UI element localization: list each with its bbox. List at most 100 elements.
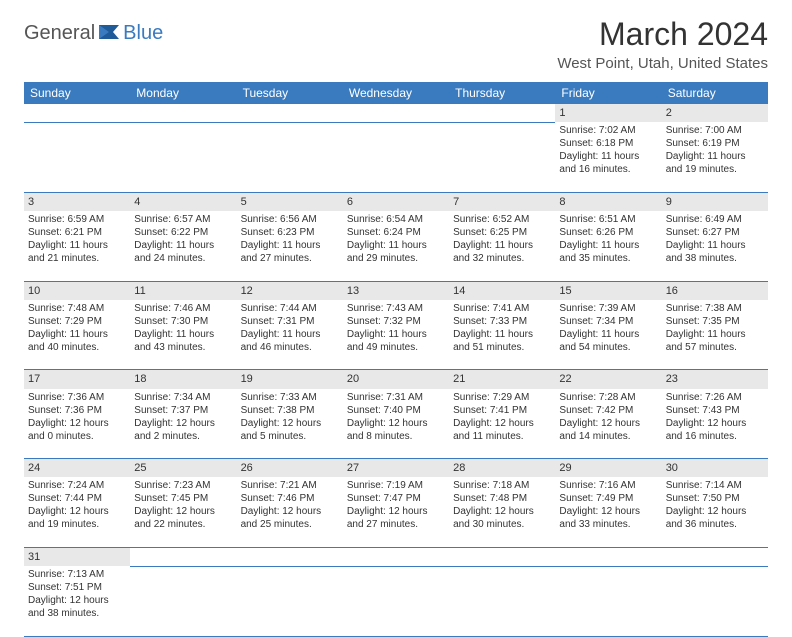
daylight-text: and 11 minutes. xyxy=(453,430,551,443)
daylight-text: and 5 minutes. xyxy=(241,430,339,443)
day-number-row: 12 xyxy=(24,104,768,122)
sunrise-text: Sunrise: 7:24 AM xyxy=(28,479,126,492)
sunrise-text: Sunrise: 7:43 AM xyxy=(347,302,445,315)
day-cell xyxy=(449,566,555,636)
daylight-text: and 49 minutes. xyxy=(347,341,445,354)
day-number-cell: 18 xyxy=(130,370,236,389)
sunset-text: Sunset: 7:42 PM xyxy=(559,404,657,417)
daylight-text: and 33 minutes. xyxy=(559,518,657,531)
sunset-text: Sunset: 6:24 PM xyxy=(347,226,445,239)
day-number-cell: 23 xyxy=(662,370,768,389)
day-number-cell: 31 xyxy=(24,547,130,566)
weekday-header: Wednesday xyxy=(343,82,449,104)
day-cell: Sunrise: 7:18 AMSunset: 7:48 PMDaylight:… xyxy=(449,477,555,547)
daylight-text: and 29 minutes. xyxy=(347,252,445,265)
daylight-text: Daylight: 12 hours xyxy=(453,505,551,518)
day-cell: Sunrise: 6:52 AMSunset: 6:25 PMDaylight:… xyxy=(449,211,555,281)
daylight-text: Daylight: 12 hours xyxy=(559,505,657,518)
day-number-cell xyxy=(343,547,449,566)
sunrise-text: Sunrise: 7:13 AM xyxy=(28,568,126,581)
day-cell: Sunrise: 7:33 AMSunset: 7:38 PMDaylight:… xyxy=(237,389,343,459)
daylight-text: Daylight: 11 hours xyxy=(347,239,445,252)
sunrise-text: Sunrise: 6:59 AM xyxy=(28,213,126,226)
day-cell: Sunrise: 7:46 AMSunset: 7:30 PMDaylight:… xyxy=(130,300,236,370)
sunrise-text: Sunrise: 7:18 AM xyxy=(453,479,551,492)
day-number-cell: 14 xyxy=(449,281,555,300)
sunset-text: Sunset: 7:46 PM xyxy=(241,492,339,505)
day-cell: Sunrise: 7:16 AMSunset: 7:49 PMDaylight:… xyxy=(555,477,661,547)
daylight-text: Daylight: 11 hours xyxy=(453,328,551,341)
weekday-header: Monday xyxy=(130,82,236,104)
daylight-text: Daylight: 12 hours xyxy=(28,594,126,607)
daylight-text: and 24 minutes. xyxy=(134,252,232,265)
sunrise-text: Sunrise: 7:34 AM xyxy=(134,391,232,404)
daylight-text: Daylight: 12 hours xyxy=(241,417,339,430)
day-cell: Sunrise: 7:34 AMSunset: 7:37 PMDaylight:… xyxy=(130,389,236,459)
day-cell: Sunrise: 7:21 AMSunset: 7:46 PMDaylight:… xyxy=(237,477,343,547)
sunrise-text: Sunrise: 7:29 AM xyxy=(453,391,551,404)
day-number-cell: 13 xyxy=(343,281,449,300)
daylight-text: Daylight: 11 hours xyxy=(559,150,657,163)
calendar-table: SundayMondayTuesdayWednesdayThursdayFrid… xyxy=(24,82,768,637)
day-cell: Sunrise: 7:28 AMSunset: 7:42 PMDaylight:… xyxy=(555,389,661,459)
sunrise-text: Sunrise: 7:26 AM xyxy=(666,391,764,404)
sunrise-text: Sunrise: 7:38 AM xyxy=(666,302,764,315)
sunrise-text: Sunrise: 7:14 AM xyxy=(666,479,764,492)
day-cell: Sunrise: 6:57 AMSunset: 6:22 PMDaylight:… xyxy=(130,211,236,281)
sunset-text: Sunset: 7:31 PM xyxy=(241,315,339,328)
daylight-text: and 16 minutes. xyxy=(666,430,764,443)
sunset-text: Sunset: 7:41 PM xyxy=(453,404,551,417)
sunset-text: Sunset: 6:18 PM xyxy=(559,137,657,150)
weekday-header: Friday xyxy=(555,82,661,104)
day-number-cell: 2 xyxy=(662,104,768,122)
daylight-text: and 2 minutes. xyxy=(134,430,232,443)
day-cell: Sunrise: 7:48 AMSunset: 7:29 PMDaylight:… xyxy=(24,300,130,370)
day-number-row: 24252627282930 xyxy=(24,459,768,478)
daylight-text: and 36 minutes. xyxy=(666,518,764,531)
daylight-text: and 21 minutes. xyxy=(28,252,126,265)
sunrise-text: Sunrise: 6:56 AM xyxy=(241,213,339,226)
day-cell: Sunrise: 6:51 AMSunset: 6:26 PMDaylight:… xyxy=(555,211,661,281)
day-cell: Sunrise: 7:02 AMSunset: 6:18 PMDaylight:… xyxy=(555,122,661,192)
page-title: March 2024 xyxy=(557,16,768,53)
day-cell: Sunrise: 7:26 AMSunset: 7:43 PMDaylight:… xyxy=(662,389,768,459)
day-cell xyxy=(662,566,768,636)
daylight-text: Daylight: 12 hours xyxy=(559,417,657,430)
sunset-text: Sunset: 7:29 PM xyxy=(28,315,126,328)
daylight-text: Daylight: 11 hours xyxy=(241,328,339,341)
daylight-text: and 32 minutes. xyxy=(453,252,551,265)
sunset-text: Sunset: 6:19 PM xyxy=(666,137,764,150)
day-number-cell: 28 xyxy=(449,459,555,478)
day-number-cell: 1 xyxy=(555,104,661,122)
sunrise-text: Sunrise: 7:21 AM xyxy=(241,479,339,492)
sunset-text: Sunset: 6:23 PM xyxy=(241,226,339,239)
day-cell xyxy=(449,122,555,192)
sunrise-text: Sunrise: 6:52 AM xyxy=(453,213,551,226)
daylight-text: Daylight: 11 hours xyxy=(666,328,764,341)
day-number-cell: 29 xyxy=(555,459,661,478)
sunset-text: Sunset: 6:26 PM xyxy=(559,226,657,239)
daylight-text: and 43 minutes. xyxy=(134,341,232,354)
brand-logo: General Blue xyxy=(24,22,163,45)
daylight-text: Daylight: 11 hours xyxy=(347,328,445,341)
daylight-text: and 25 minutes. xyxy=(241,518,339,531)
day-number-cell: 8 xyxy=(555,192,661,211)
sunset-text: Sunset: 7:32 PM xyxy=(347,315,445,328)
daylight-text: and 19 minutes. xyxy=(28,518,126,531)
day-cell: Sunrise: 6:49 AMSunset: 6:27 PMDaylight:… xyxy=(662,211,768,281)
day-number-cell: 22 xyxy=(555,370,661,389)
daylight-text: and 38 minutes. xyxy=(666,252,764,265)
sunset-text: Sunset: 7:48 PM xyxy=(453,492,551,505)
weekday-header: Thursday xyxy=(449,82,555,104)
day-cell: Sunrise: 7:14 AMSunset: 7:50 PMDaylight:… xyxy=(662,477,768,547)
day-cell: Sunrise: 7:36 AMSunset: 7:36 PMDaylight:… xyxy=(24,389,130,459)
day-number-cell: 3 xyxy=(24,192,130,211)
day-number-cell xyxy=(130,104,236,122)
week-row: Sunrise: 7:48 AMSunset: 7:29 PMDaylight:… xyxy=(24,300,768,370)
daylight-text: Daylight: 11 hours xyxy=(666,150,764,163)
title-block: March 2024 West Point, Utah, United Stat… xyxy=(557,16,768,72)
day-number-cell: 6 xyxy=(343,192,449,211)
sunset-text: Sunset: 7:38 PM xyxy=(241,404,339,417)
day-cell xyxy=(343,122,449,192)
week-row: Sunrise: 7:24 AMSunset: 7:44 PMDaylight:… xyxy=(24,477,768,547)
